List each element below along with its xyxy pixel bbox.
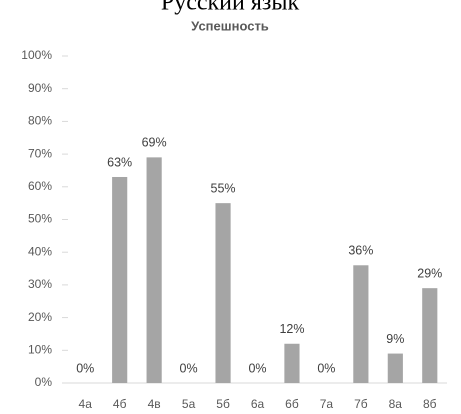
x-tick-label: 5а — [182, 397, 196, 411]
y-tick-label: 0% — [35, 375, 53, 389]
y-tick-label: 10% — [28, 342, 52, 356]
value-label: 63% — [107, 155, 132, 169]
value-label: 0% — [317, 361, 335, 375]
x-tick-label: 8б — [423, 397, 437, 411]
y-tick-label: 80% — [28, 114, 52, 128]
x-tick-label: 6а — [251, 397, 265, 411]
value-label: 55% — [211, 181, 236, 195]
x-tick-label: 4в — [148, 397, 161, 411]
bar — [353, 265, 369, 383]
x-tick-label: 4б — [113, 397, 127, 411]
x-tick-label: 6б — [285, 397, 299, 411]
y-tick-label: 70% — [28, 146, 52, 160]
value-label: 12% — [279, 322, 304, 336]
bar — [387, 353, 403, 383]
value-label: 9% — [386, 332, 404, 346]
x-tick-label: 4а — [79, 397, 93, 411]
y-tick-label: 90% — [28, 81, 52, 95]
y-tick-label: 30% — [28, 277, 52, 291]
bar — [284, 343, 300, 383]
value-label: 0% — [76, 361, 94, 375]
value-label: 69% — [142, 136, 167, 150]
bar — [112, 176, 128, 383]
y-tick-label: 20% — [28, 310, 52, 324]
x-tick-label: 7б — [354, 397, 368, 411]
chart-title: Успешность — [191, 18, 269, 33]
bar — [215, 203, 231, 383]
x-tick-label: 7а — [320, 397, 334, 411]
bar — [422, 288, 438, 383]
heading: Русский язык — [161, 0, 300, 16]
value-label: 0% — [180, 361, 198, 375]
value-label: 29% — [417, 266, 442, 280]
y-tick-label: 50% — [28, 212, 52, 226]
y-tick-label: 60% — [28, 179, 52, 193]
x-tick-label: 8а — [389, 397, 403, 411]
value-label: 36% — [348, 244, 373, 258]
y-tick-label: 40% — [28, 244, 52, 258]
bar — [146, 157, 162, 383]
x-tick-label: 5б — [216, 397, 230, 411]
y-tick-label: 100% — [21, 48, 52, 62]
value-label: 0% — [248, 361, 266, 375]
